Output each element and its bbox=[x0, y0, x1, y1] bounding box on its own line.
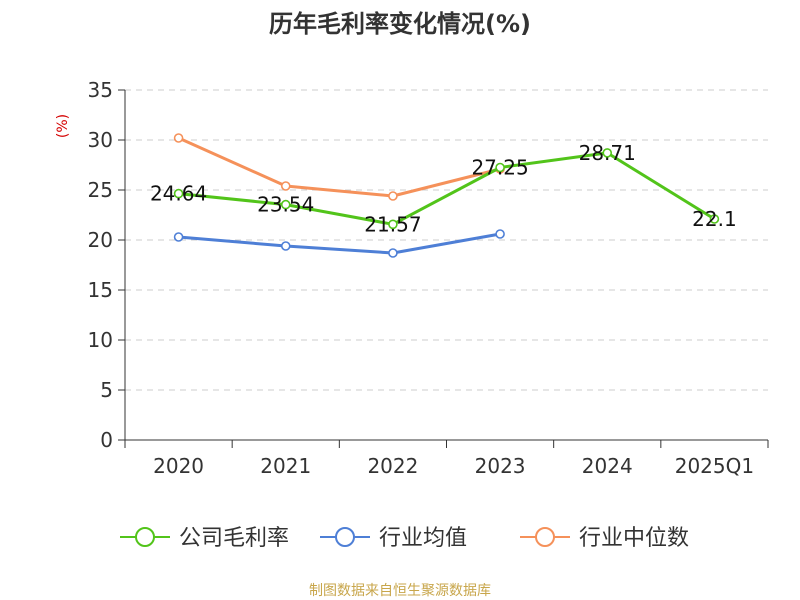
axes: 0 5 10 15 20 25 30 35 2020 2021 2022 2023 2024 2025Q1 bbox=[88, 78, 769, 478]
series-line bbox=[177, 136, 502, 198]
x-tick-label: 2020 bbox=[153, 454, 204, 478]
data-point bbox=[173, 232, 184, 242]
data-labels: 24.64 23.54 21.57 27.25 28.71 22.1 bbox=[150, 141, 737, 236]
legend-label: 公司毛利率 bbox=[179, 526, 289, 551]
y-tick-label: 35 bbox=[88, 78, 113, 102]
y-tick-label: 5 bbox=[100, 378, 113, 402]
x-tick-label: 2024 bbox=[582, 454, 633, 478]
y-tick-label: 30 bbox=[88, 128, 113, 152]
legend-label: 行业中位数 bbox=[579, 526, 689, 551]
legend-marker bbox=[335, 527, 355, 547]
y-tick-label: 0 bbox=[100, 428, 113, 452]
x-tick-label: 2023 bbox=[475, 454, 526, 478]
legend-label: 行业均值 bbox=[379, 526, 467, 551]
y-axis-label: (%) bbox=[55, 114, 71, 138]
legend-marker bbox=[535, 527, 555, 547]
y-tick-label: 25 bbox=[88, 178, 113, 202]
legend-item[interactable]: 行业中位数 bbox=[520, 526, 689, 551]
data-point bbox=[709, 214, 720, 224]
data-label: 21.57 bbox=[364, 212, 421, 236]
legend[interactable]: 公司毛利率 行业均值 行业中位数 bbox=[120, 526, 689, 551]
series-lines bbox=[173, 133, 720, 258]
data-point bbox=[388, 219, 398, 230]
data-label: 24.64 bbox=[150, 182, 207, 206]
data-point bbox=[280, 181, 291, 191]
data-label: 27.25 bbox=[471, 156, 528, 180]
x-tick-label: 2025Q1 bbox=[675, 454, 754, 478]
series-line bbox=[177, 151, 716, 226]
data-point bbox=[173, 188, 184, 199]
legend-item[interactable]: 公司毛利率 bbox=[120, 526, 289, 551]
legend-item[interactable]: 行业均值 bbox=[320, 526, 467, 551]
source-note: 制图数据来自恒生聚源数据库 bbox=[309, 583, 491, 599]
data-point bbox=[173, 133, 184, 143]
data-label: 23.54 bbox=[257, 193, 314, 217]
legend-marker bbox=[135, 527, 155, 547]
series-line bbox=[177, 232, 502, 255]
data-point bbox=[280, 199, 291, 210]
y-tick-label: 20 bbox=[88, 228, 113, 252]
y-tick-label: 15 bbox=[88, 278, 113, 302]
data-point bbox=[280, 241, 291, 251]
y-tick-label: 10 bbox=[88, 328, 113, 352]
data-point bbox=[388, 191, 398, 201]
chart-title: 历年毛利率变化情况(%) bbox=[269, 10, 531, 38]
data-label: 28.71 bbox=[579, 141, 636, 165]
x-tick-label: 2022 bbox=[367, 454, 418, 478]
x-tick-label: 2021 bbox=[260, 454, 311, 478]
data-label: 22.1 bbox=[692, 207, 737, 231]
data-point bbox=[495, 229, 505, 239]
data-point bbox=[495, 162, 505, 173]
data-point bbox=[602, 148, 613, 158]
grid-lines bbox=[125, 89, 768, 391]
data-point bbox=[388, 248, 398, 258]
